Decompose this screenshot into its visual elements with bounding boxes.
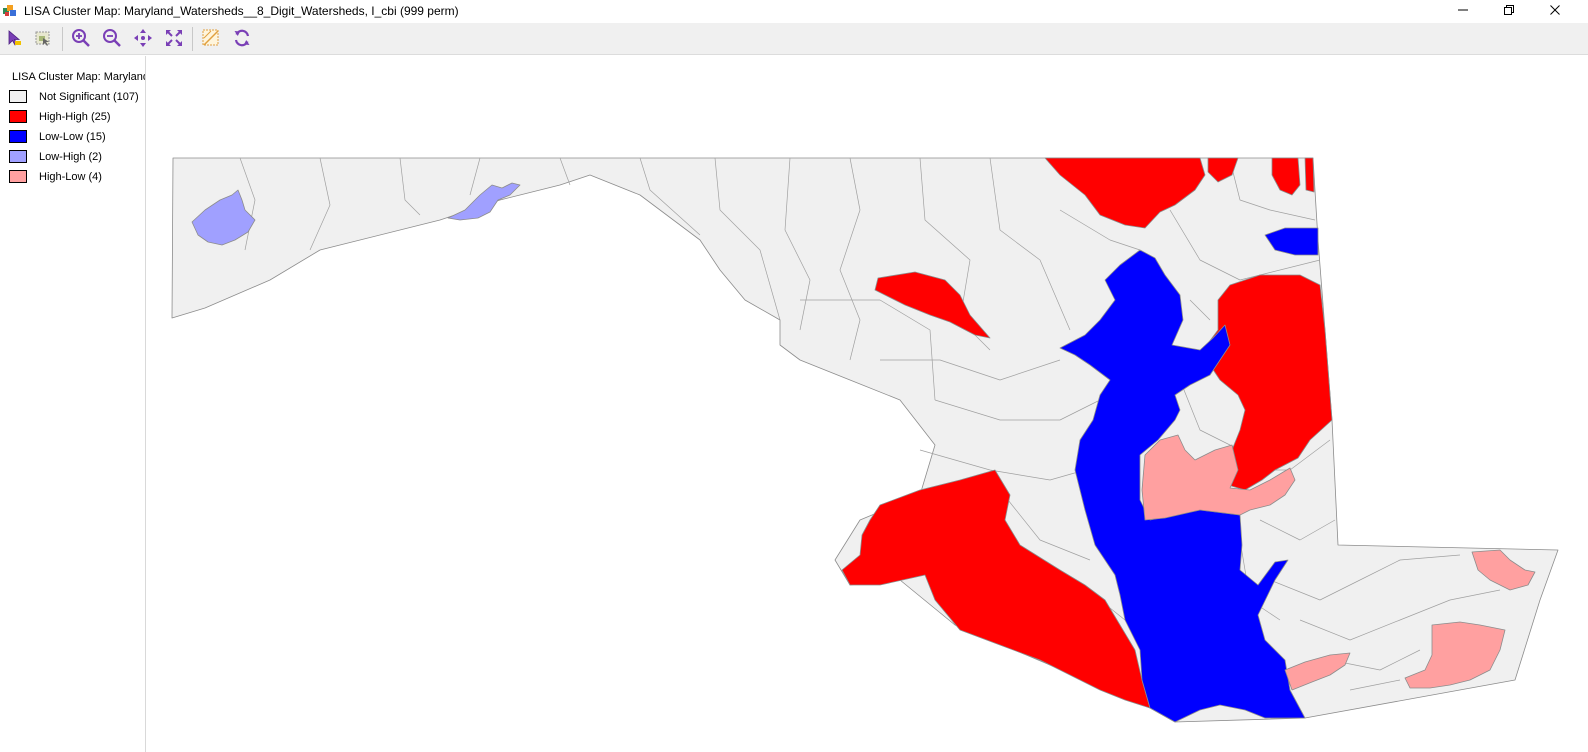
close-button[interactable] xyxy=(1532,0,1578,23)
watershed-low-low xyxy=(1059,249,1306,723)
legend-label: High-Low (4) xyxy=(39,171,102,183)
zoom-out-button[interactable] xyxy=(101,28,123,50)
watershed-high-high xyxy=(1271,157,1301,196)
minimize-button[interactable] xyxy=(1440,0,1486,23)
watershed-high-low xyxy=(1404,621,1506,689)
window-title: LISA Cluster Map: Maryland_Watersheds__8… xyxy=(24,4,459,18)
refresh-icon xyxy=(232,28,252,51)
zoom-out-icon xyxy=(102,28,122,51)
map-toolbar xyxy=(0,23,1588,55)
watershed-high-low xyxy=(1284,652,1351,691)
close-icon xyxy=(1549,4,1561,19)
select-region-icon xyxy=(34,29,52,50)
legend-swatch xyxy=(9,150,27,163)
legend-label: Low-Low (15) xyxy=(39,131,106,143)
watershed-low-low xyxy=(1264,227,1319,256)
brush-button[interactable] xyxy=(200,28,222,50)
legend-title: LISA Cluster Map: Maryland xyxy=(12,71,146,83)
watershed-not-significant xyxy=(171,157,1559,723)
watershed-low-high xyxy=(191,189,256,246)
refresh-button[interactable] xyxy=(231,28,253,50)
legend-swatch xyxy=(9,110,27,123)
watershed-low-high xyxy=(447,182,521,221)
select-tool-button[interactable] xyxy=(3,28,25,50)
legend-swatch xyxy=(9,90,27,103)
zoom-in-button[interactable] xyxy=(70,28,92,50)
legend-panel[interactable]: LISA Cluster Map: Maryland Not Significa… xyxy=(0,56,146,752)
restore-button[interactable] xyxy=(1486,0,1532,23)
legend-label: Not Significant (107) xyxy=(39,91,139,103)
restore-icon xyxy=(1503,4,1515,19)
toolbar-separator xyxy=(62,27,63,51)
watershed-high-high xyxy=(1044,157,1206,229)
minimize-icon xyxy=(1457,4,1469,19)
maryland-watersheds-map[interactable] xyxy=(148,56,1588,752)
watershed-high-high xyxy=(841,469,1151,709)
zoom-in-icon xyxy=(71,28,91,51)
full-extent-button[interactable] xyxy=(163,28,185,50)
legend-label: Low-High (2) xyxy=(39,151,102,163)
brush-icon xyxy=(201,28,221,51)
legend-swatch xyxy=(9,130,27,143)
legend-swatch xyxy=(9,170,27,183)
watershed-high-low xyxy=(1471,549,1536,591)
title-bar[interactable]: LISA Cluster Map: Maryland_Watersheds__8… xyxy=(0,0,1588,23)
arrow-cursor-icon xyxy=(5,29,23,50)
watershed-high-high xyxy=(1207,157,1239,183)
pan-icon xyxy=(133,28,153,51)
watershed-high-high xyxy=(874,271,991,339)
watershed-high-high xyxy=(1202,274,1333,491)
fit-extent-icon xyxy=(164,28,184,51)
toolbar-separator xyxy=(192,27,193,51)
geoda-app-icon xyxy=(2,3,18,19)
watershed-high-low xyxy=(1141,434,1296,521)
select-region-tool-button[interactable] xyxy=(32,28,54,50)
legend-label: High-High (25) xyxy=(39,111,111,123)
watershed-high-high xyxy=(1304,157,1315,193)
pan-button[interactable] xyxy=(132,28,154,50)
map-canvas[interactable] xyxy=(148,56,1588,752)
